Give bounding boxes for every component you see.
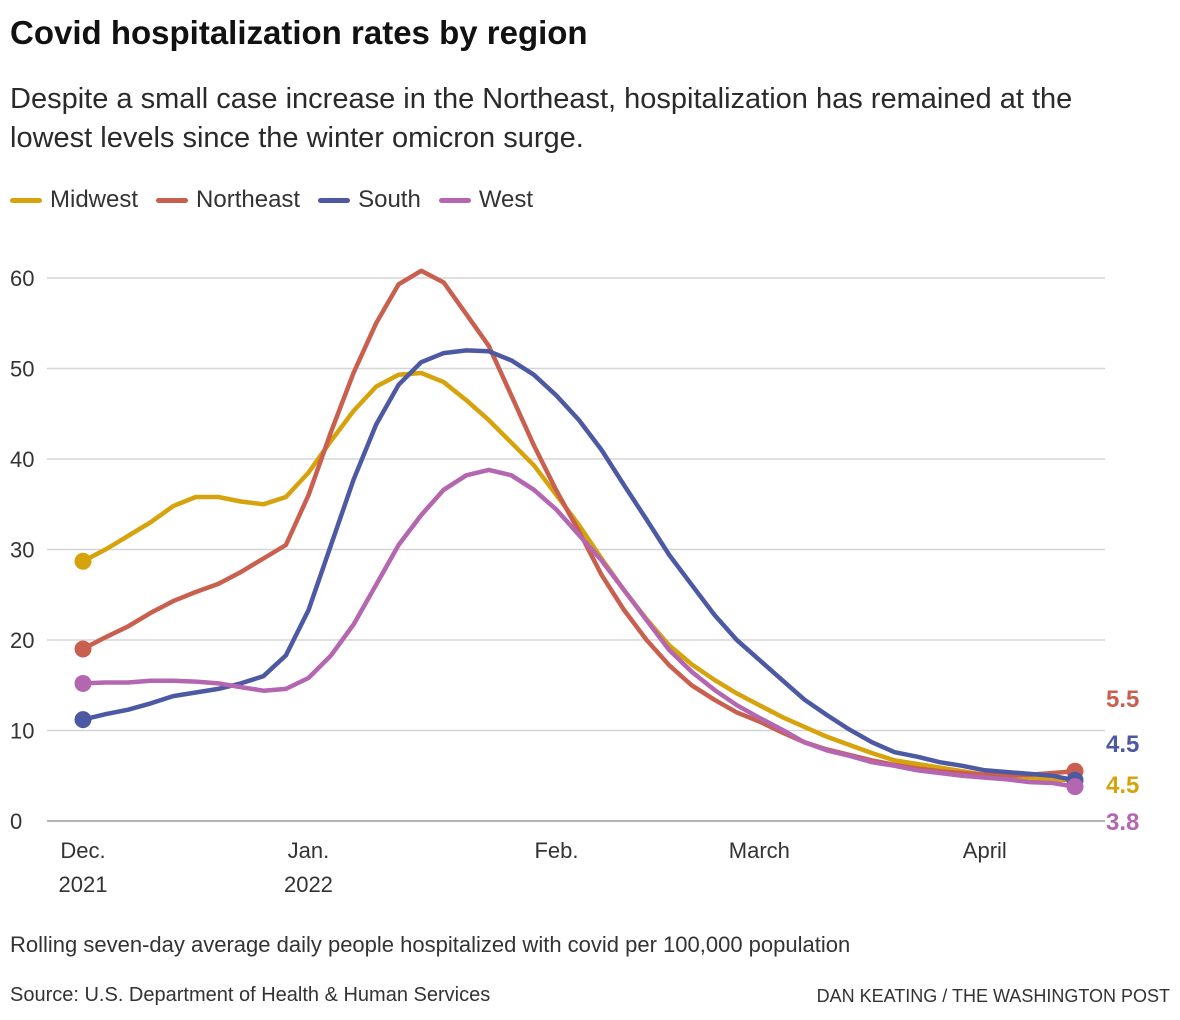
x-tick-label: April: [963, 838, 1007, 863]
x-tick-label: Dec. 2021: [59, 838, 108, 897]
legend-swatch: [438, 197, 471, 203]
legend-label: South: [358, 186, 421, 213]
series-line: [80, 370, 1078, 783]
end-dot: [74, 711, 92, 729]
x-tick-label: Feb.: [534, 838, 578, 863]
y-tick-label: 50: [10, 357, 34, 382]
y-tick-label: 40: [10, 447, 34, 472]
end-dot: [1066, 778, 1084, 796]
end-label: 5.5: [1106, 686, 1139, 713]
end-label: 3.8: [1106, 809, 1139, 836]
y-tick-label: 20: [10, 628, 34, 653]
legend-item: West: [438, 186, 534, 214]
end-dot: [74, 640, 92, 658]
y-tick-label: 10: [10, 719, 34, 744]
legend-item: Northeast: [156, 186, 300, 214]
y-tick-label: 60: [10, 266, 34, 291]
legend-item: South: [318, 186, 421, 214]
end-label: 4.5: [1106, 772, 1139, 799]
legend-label: West: [478, 186, 534, 213]
caption: Rolling seven-day average daily people h…: [10, 932, 851, 957]
x-tick-label: March: [729, 838, 790, 863]
legend-item: Midwest: [10, 186, 138, 214]
legend: Midwest Northeast South West: [10, 186, 533, 214]
series-line: [80, 467, 1078, 789]
legend-label: Northeast: [196, 186, 301, 213]
chart-subtitle: Despite a small case increase in the Nor…: [10, 83, 1073, 154]
series-line: [80, 348, 1078, 783]
end-label: 4.5: [1106, 731, 1139, 758]
y-tick-label: 30: [10, 538, 34, 563]
end-dot: [74, 552, 92, 570]
legend-label: Midwest: [50, 186, 139, 213]
x-tick-label: Jan. 2022: [284, 838, 333, 897]
end-dot: [74, 674, 92, 692]
legend-swatch: [10, 197, 42, 203]
credit: DAN KEATING / THE WASHINGTON POST: [816, 986, 1170, 1006]
chart-title: Covid hospitalization rates by region: [10, 14, 588, 51]
source: Source: U.S. Department of Health & Huma…: [10, 984, 491, 1006]
y-tick-label: 0: [10, 809, 22, 834]
legend-swatch: [156, 197, 189, 203]
chart: 0 10 20 30 40 50 60 Dec. 2021 Jan. 2022 Feb. March Ap…: [10, 266, 1139, 897]
legend-swatch: [318, 197, 351, 203]
